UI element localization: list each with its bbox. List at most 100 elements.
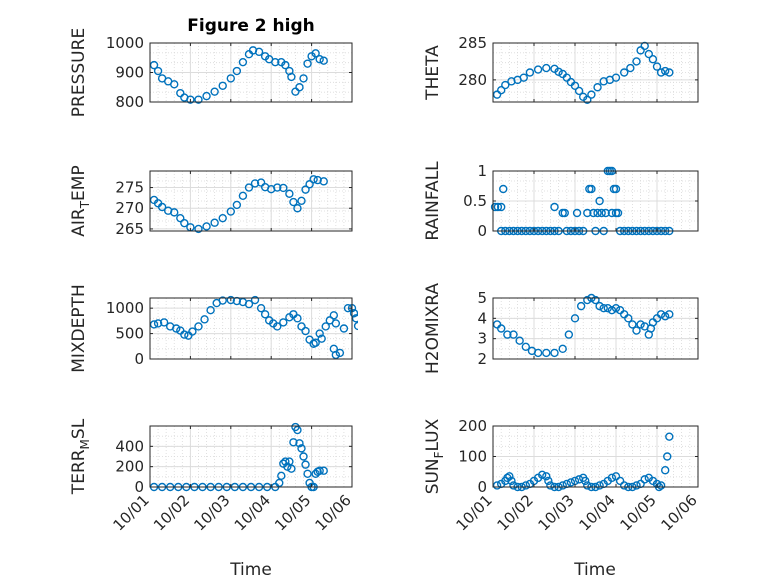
data-point: [497, 85, 506, 95]
data-point: [505, 472, 514, 481]
data-point: [226, 74, 236, 83]
data-point: [542, 348, 551, 358]
data-point: [542, 472, 551, 481]
y-tick-label: 4: [477, 309, 487, 327]
data-point: [492, 481, 502, 490]
y-axis-label: PRESSURE: [69, 28, 89, 117]
data-point: [157, 202, 167, 212]
data-point: [202, 222, 211, 231]
data-point: [615, 476, 625, 486]
data-point: [576, 301, 586, 311]
data-markers: [149, 295, 358, 360]
y-axis-label: AIRTEMP: [69, 165, 92, 236]
data-point: [597, 208, 606, 218]
data-point: [315, 329, 324, 338]
data-point: [153, 319, 163, 328]
y-tick-label: 800: [115, 93, 144, 111]
data-point: [295, 439, 304, 448]
data-point: [583, 295, 592, 305]
data-point: [507, 476, 516, 486]
data-point: [279, 318, 288, 327]
data-point: [305, 180, 314, 189]
data-point: [349, 309, 358, 318]
data-point: [661, 66, 670, 76]
data-point: [250, 179, 260, 188]
data-point: [279, 183, 288, 193]
y-tick-label: 1000: [106, 299, 144, 317]
x-axis-label-left: Time: [229, 560, 272, 580]
data-point: [583, 481, 592, 490]
data-point: [601, 208, 610, 218]
data-point: [194, 95, 203, 104]
data-point: [283, 462, 292, 471]
data-point: [583, 95, 592, 104]
data-point: [303, 469, 312, 478]
data-point: [515, 336, 524, 345]
data-point: [509, 330, 518, 339]
y-tick-label: 500: [115, 325, 144, 343]
data-point: [562, 73, 571, 82]
y-axis-label: H2OMIXRA: [423, 283, 443, 374]
data-point: [595, 196, 604, 206]
data-point: [493, 202, 503, 212]
axes-box: [492, 297, 699, 360]
data-point: [309, 175, 318, 184]
data-point: [624, 314, 633, 323]
data-point: [299, 74, 308, 83]
y-tick-label: 0: [134, 350, 144, 368]
subplot-air-temp: 265 270 275 AIRTEMP: [69, 165, 353, 238]
data-point: [570, 314, 580, 323]
data-point: [315, 55, 324, 64]
data-point: [244, 299, 254, 309]
data-point: [599, 303, 608, 313]
data-point: [611, 303, 621, 313]
data-point: [281, 60, 290, 70]
data-point: [194, 322, 203, 331]
data-point: [501, 80, 510, 90]
y-tick-label: 1000: [106, 34, 144, 52]
data-point: [311, 49, 320, 58]
data-point: [244, 183, 254, 192]
y-axis-label: MIXDEPTH: [69, 284, 89, 373]
y-tick-label: 200: [115, 458, 144, 476]
data-point: [593, 208, 602, 218]
data-point: [180, 330, 189, 339]
axes-box: [149, 170, 353, 232]
data-point: [603, 303, 612, 313]
y-tick-label: 0.5: [463, 192, 487, 210]
data-point: [652, 62, 662, 71]
data-point: [656, 310, 666, 319]
data-markers: [492, 41, 674, 104]
data-point: [632, 326, 641, 335]
data-point: [321, 322, 330, 331]
data-point: [574, 86, 584, 96]
data-point: [313, 175, 322, 185]
data-point: [226, 295, 236, 305]
data-point: [331, 319, 341, 328]
data-point: [620, 68, 629, 77]
data-point: [232, 200, 242, 210]
data-point: [289, 197, 298, 207]
data-point: [335, 348, 345, 358]
data-point: [564, 330, 574, 339]
data-point: [331, 350, 341, 360]
data-point: [663, 452, 672, 461]
data-point: [250, 295, 260, 305]
data-point: [226, 207, 236, 216]
data-point: [210, 218, 219, 227]
data-point: [194, 224, 203, 234]
data-point: [648, 55, 658, 64]
data-point: [293, 425, 302, 435]
y-axis-label: SUNFLUX: [423, 418, 446, 494]
data-point: [558, 344, 567, 354]
data-point: [260, 310, 270, 319]
data-point: [206, 306, 215, 315]
data-point: [186, 95, 195, 104]
data-point: [611, 472, 621, 481]
data-point: [591, 295, 600, 305]
data-point: [533, 348, 543, 358]
data-point: [525, 68, 535, 77]
data-point: [287, 72, 296, 82]
